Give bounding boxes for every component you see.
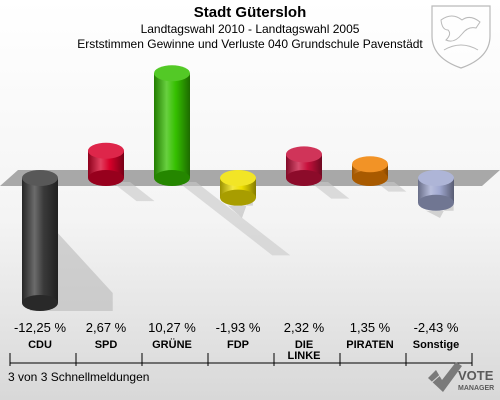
- category-label-line: DIE: [295, 339, 313, 351]
- bar-bottom-cap: [88, 170, 124, 186]
- bar-bottom-cap: [418, 194, 454, 211]
- value-label: 2,67 %: [86, 320, 127, 335]
- bar-die-linke: [286, 146, 322, 186]
- category-label: CDU: [28, 339, 52, 351]
- bar-shadow: [376, 182, 407, 192]
- bar-piraten: [352, 156, 388, 186]
- category-label: SPD: [95, 339, 118, 351]
- status-text: 3 von 3 Schnellmeldungen: [8, 370, 149, 384]
- category-label-line: Sonstige: [413, 339, 459, 351]
- bar-shadow: [310, 182, 350, 199]
- value-label: -2,43 %: [414, 320, 459, 335]
- bar-shadow: [426, 192, 454, 218]
- bar-bottom-cap: [220, 189, 256, 206]
- category-axis: CDU SPD GRÜNE FDP DIE LINKE PIRATEN Sonstige: [9, 338, 473, 366]
- bar-sonstige: [418, 170, 454, 211]
- bar-top-cap: [352, 156, 388, 173]
- bar-top-cap: [88, 142, 124, 159]
- category-label-line: SPD: [95, 339, 118, 351]
- bar-shadow: [178, 182, 291, 256]
- bar-bottom-cap: [22, 294, 58, 311]
- bars: [22, 65, 454, 311]
- value-label: 1,35 %: [350, 320, 391, 335]
- bar-cdu: [22, 170, 58, 311]
- chart-subtitle-2: Erststimmen Gewinne und Verluste 040 Gru…: [77, 37, 423, 51]
- value-labels: -12,25 % 2,67 % 10,27 % -1,93 % 2,32 % 1,35 %…: [14, 320, 459, 335]
- value-label: -1,93 %: [216, 320, 261, 335]
- category-label-line: CDU: [28, 339, 52, 351]
- bar-top-cap: [418, 170, 454, 186]
- chart-subtitle-1: Landtagswahl 2010 - Landtagswahl 2005: [141, 22, 360, 36]
- brand-line2: MANAGER: [458, 385, 494, 392]
- category-label: GRÜNE: [152, 338, 192, 351]
- bar-shadow: [228, 187, 253, 218]
- brand-line1: VOTE: [458, 368, 494, 383]
- bar-top-cap: [154, 65, 190, 82]
- bar-bottom-cap: [352, 170, 388, 186]
- bar-bottom-cap: [154, 170, 190, 186]
- category-label-line: FDP: [227, 339, 249, 351]
- category-label-line: LINKE: [288, 350, 321, 362]
- bar-top-cap: [22, 170, 58, 186]
- bar-body: [154, 73, 190, 178]
- value-label: 10,27 %: [148, 320, 196, 335]
- bar-shadow: [112, 182, 155, 202]
- bar-top-cap: [286, 146, 322, 163]
- value-label: 2,32 %: [284, 320, 325, 335]
- bar-body: [22, 178, 58, 303]
- bar-top-cap: [220, 170, 256, 186]
- bar-fdp: [220, 170, 256, 206]
- coat-of-arms-icon: [431, 5, 491, 69]
- category-label: DIE LINKE: [288, 339, 321, 362]
- vote-manager-logo: VOTE MANAGER: [428, 362, 494, 392]
- chart-title: Stadt Gütersloh: [194, 4, 307, 21]
- category-label: FDP: [227, 339, 249, 351]
- checkmark-icon: [428, 362, 462, 392]
- category-label-line: PIRATEN: [346, 339, 394, 351]
- category-label-line: GRÜNE: [152, 338, 192, 351]
- value-label: -12,25 %: [14, 320, 66, 335]
- category-label: Sonstige: [413, 339, 459, 351]
- bar-bottom-cap: [286, 170, 322, 186]
- bar-gr-ne: [154, 65, 190, 186]
- bar-spd: [88, 142, 124, 186]
- category-label: PIRATEN: [346, 339, 394, 351]
